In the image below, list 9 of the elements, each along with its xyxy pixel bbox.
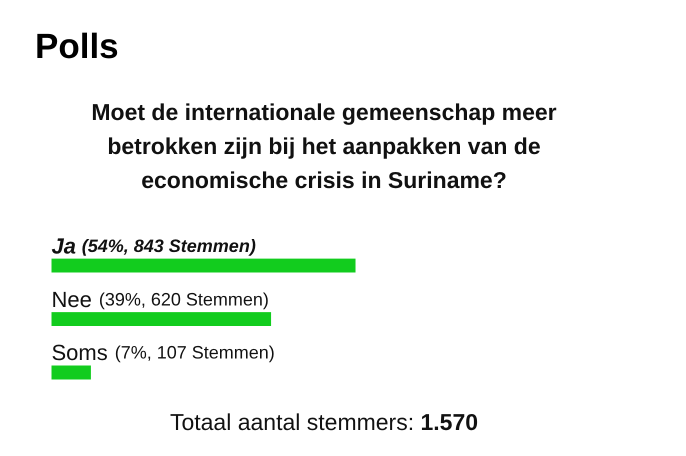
y-tick-label: Nee [52,286,92,312]
data-label: (7%, 107 Stemmen) [114,342,275,363]
y-tick-label: Soms [52,340,108,366]
data-label: (39%, 620 Stemmen) [98,289,269,310]
chart-title: Polls [34,26,119,68]
data-label: (54%, 843 Stemmen) [82,236,256,256]
chart-subtitle: Moet de internationale gemeenschap meer betrokken zijn bij het aanpakken van de economische crisis in Suriname? [90,98,558,195]
y-tick-label: Ja [52,233,76,258]
text: Totaal aantal stemmers: 1.570 [168,408,480,437]
